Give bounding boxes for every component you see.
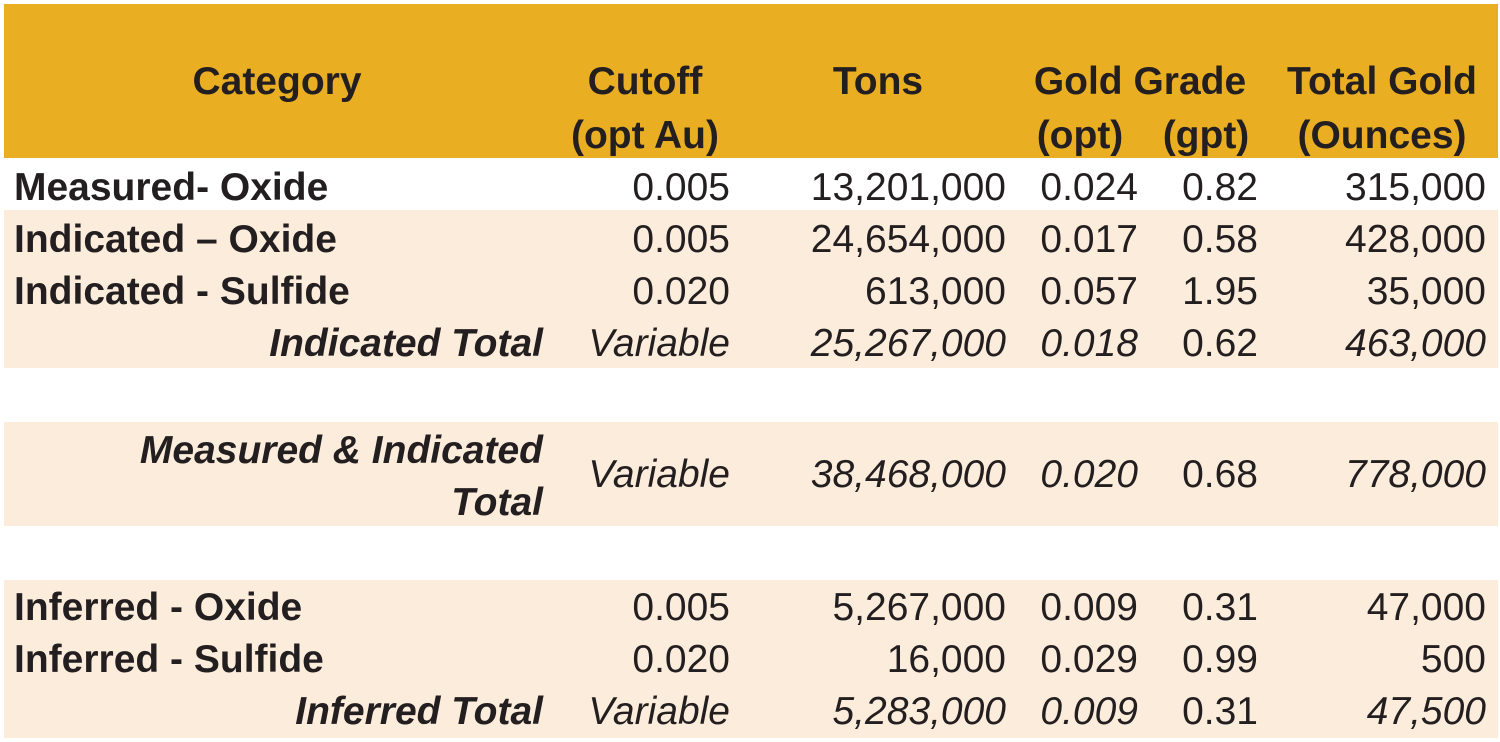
row-category: Measured & Indicated (139, 429, 543, 472)
row-category: Measured- Oxide (14, 166, 329, 209)
row-ounces: 315,000 (1345, 166, 1486, 209)
row-grade-gpt: 1.95 (1182, 270, 1258, 313)
header-cutoff: Cutoff (587, 60, 703, 103)
row-ounces: 428,000 (1345, 218, 1486, 261)
inferred-band (4, 580, 1498, 738)
row-grade-opt: 0.017 (1040, 218, 1138, 261)
row-cutoff: 0.005 (632, 218, 730, 261)
row-category-line2: Total (451, 481, 543, 524)
row-tons: 5,283,000 (832, 690, 1006, 733)
header-grade-gpt: (gpt) (1162, 114, 1250, 157)
header-total-gold: Total Gold (1287, 60, 1477, 103)
row-category: Inferred Total (295, 690, 543, 733)
row-cutoff: Variable (588, 453, 730, 496)
header-grade-opt: (opt) (1036, 114, 1124, 157)
row-cutoff: 0.005 (632, 166, 730, 209)
row-tons: 16,000 (886, 638, 1006, 681)
row-cutoff: 0.020 (632, 638, 730, 681)
row-tons: 24,654,000 (810, 218, 1006, 261)
row-grade-opt: 0.009 (1040, 586, 1138, 629)
row-grade-gpt: 0.68 (1182, 453, 1258, 496)
row-cutoff: 0.005 (632, 586, 730, 629)
row-grade-gpt: 0.62 (1182, 322, 1258, 365)
row-tons: 13,201,000 (810, 166, 1006, 209)
row-ounces: 778,000 (1345, 453, 1486, 496)
row-cutoff: 0.020 (632, 270, 730, 313)
row-ounces: 47,000 (1366, 586, 1486, 629)
row-cutoff: Variable (588, 322, 730, 365)
row-ounces: 35,000 (1366, 270, 1486, 313)
row-tons: 5,267,000 (832, 586, 1006, 629)
row-ounces: 463,000 (1345, 322, 1486, 365)
row-category: Inferred - Oxide (14, 586, 303, 629)
row-category: Inferred - Sulfide (14, 638, 324, 681)
row-grade-opt: 0.057 (1040, 270, 1138, 313)
header-cutoff-unit: (opt Au) (571, 114, 719, 157)
row-tons: 613,000 (865, 270, 1006, 313)
row-grade-opt: 0.018 (1040, 322, 1138, 365)
row-category: Indicated - Sulfide (14, 270, 350, 313)
row-tons: 38,468,000 (810, 453, 1006, 496)
row-grade-opt: 0.009 (1040, 690, 1138, 733)
row-ounces: 500 (1420, 638, 1486, 681)
indicated-band (4, 210, 1498, 368)
row-tons: 25,267,000 (810, 322, 1006, 365)
header-band (4, 4, 1498, 158)
header-category: Category (192, 60, 362, 103)
measured-indicated-band (4, 422, 1498, 526)
row-grade-gpt: 0.31 (1182, 690, 1258, 733)
row-grade-gpt: 0.31 (1182, 586, 1258, 629)
row-grade-opt: 0.029 (1040, 638, 1138, 681)
row-ounces: 47,500 (1366, 690, 1486, 733)
row-category: Indicated Total (269, 322, 543, 365)
row-grade-gpt: 0.99 (1182, 638, 1258, 681)
row-cutoff: Variable (588, 690, 730, 733)
header-gold-grade: Gold Grade (1033, 60, 1247, 103)
header-total-gold-unit: (Ounces) (1297, 114, 1467, 157)
row-category: Indicated – Oxide (14, 218, 337, 261)
row-grade-opt: 0.020 (1040, 453, 1138, 496)
row-grade-gpt: 0.82 (1182, 166, 1258, 209)
row-grade-opt: 0.024 (1040, 166, 1138, 209)
row-grade-gpt: 0.58 (1182, 218, 1258, 261)
header-tons: Tons (832, 60, 924, 103)
